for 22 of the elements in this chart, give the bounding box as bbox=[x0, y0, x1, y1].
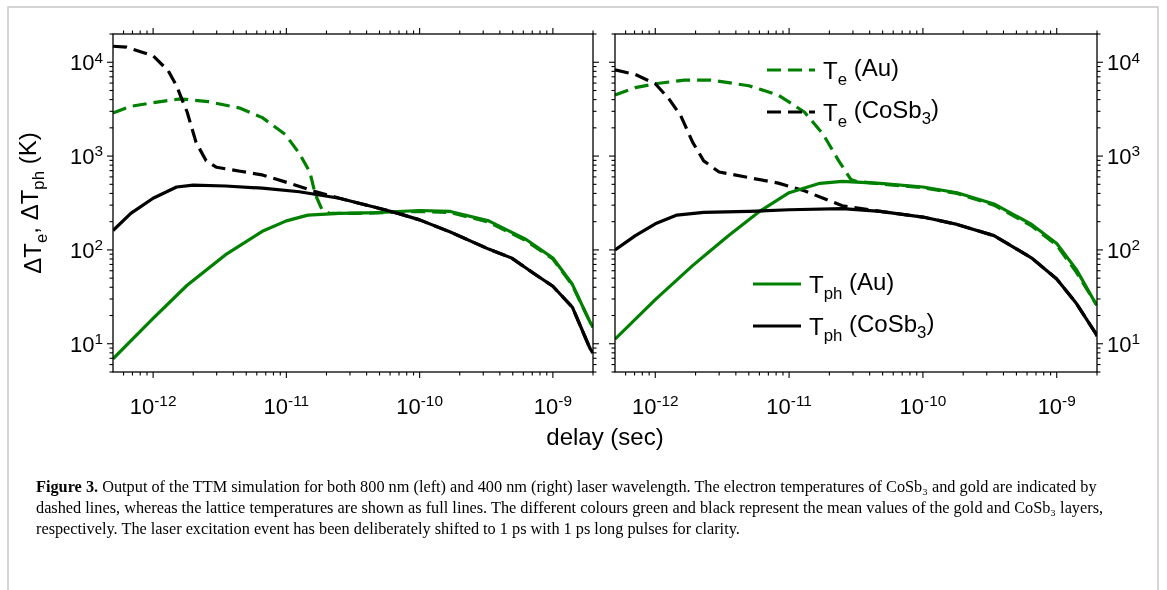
y-tick-label: 10$^{2}$ bbox=[69, 236, 103, 263]
y-tick-label: 10$^{3}$ bbox=[69, 142, 103, 170]
x-tick-label: 10$^{-9}$ bbox=[1037, 392, 1076, 419]
x-tick-label: 10$^{-12}$ bbox=[631, 392, 679, 419]
x-tick-label: 10$^{-9}$ bbox=[533, 392, 572, 419]
x-tick-label: 10$^{-10}$ bbox=[899, 392, 947, 419]
y-tick-label: 10$^{1}$ bbox=[1107, 330, 1141, 357]
legend-label: T$_{ph}$ (Au) bbox=[809, 268, 895, 303]
y-tick-label: 10$^{2}$ bbox=[1107, 236, 1141, 263]
y-tick-label: 10$^{1}$ bbox=[69, 330, 103, 357]
legend-label: T$_{ph}$ (CoSb$_{3}$) bbox=[809, 307, 935, 345]
x-tick-label: 10$^{-11}$ bbox=[263, 392, 310, 419]
y-tick-label: 10$^{4}$ bbox=[69, 48, 104, 76]
legend-label: T$_{e}$ (CoSb$_{3}$) bbox=[823, 93, 940, 131]
x-tick-label: 10$^{-10}$ bbox=[396, 392, 443, 419]
x-tick-label: 10$^{-12}$ bbox=[129, 392, 177, 419]
y-tick-label: 10$^{4}$ bbox=[1107, 48, 1141, 76]
legend-label: T$_{e}$ (Au) bbox=[823, 54, 900, 89]
caption: Figure 3. Output of the TTM simulation for both 800 nm (left) and 400 nm (right) laser wavelength. The electron temperatures of CoSb₃ and gold are indicated by dashed lines, whereas the lattice temperatures are shown as full lines. The different colours green and black represent the mean values of the gold and CoSb₃ layers, respectively. The laser excitation event has been deliberately shifted to 1 ps with 1 ps long pulses for clarity. bbox=[36, 476, 1105, 539]
y-tick-label: 10$^{3}$ bbox=[1107, 142, 1141, 170]
x-axis-title: delay (sec) bbox=[546, 423, 664, 450]
x-tick-label: 10$^{-11}$ bbox=[766, 392, 812, 419]
